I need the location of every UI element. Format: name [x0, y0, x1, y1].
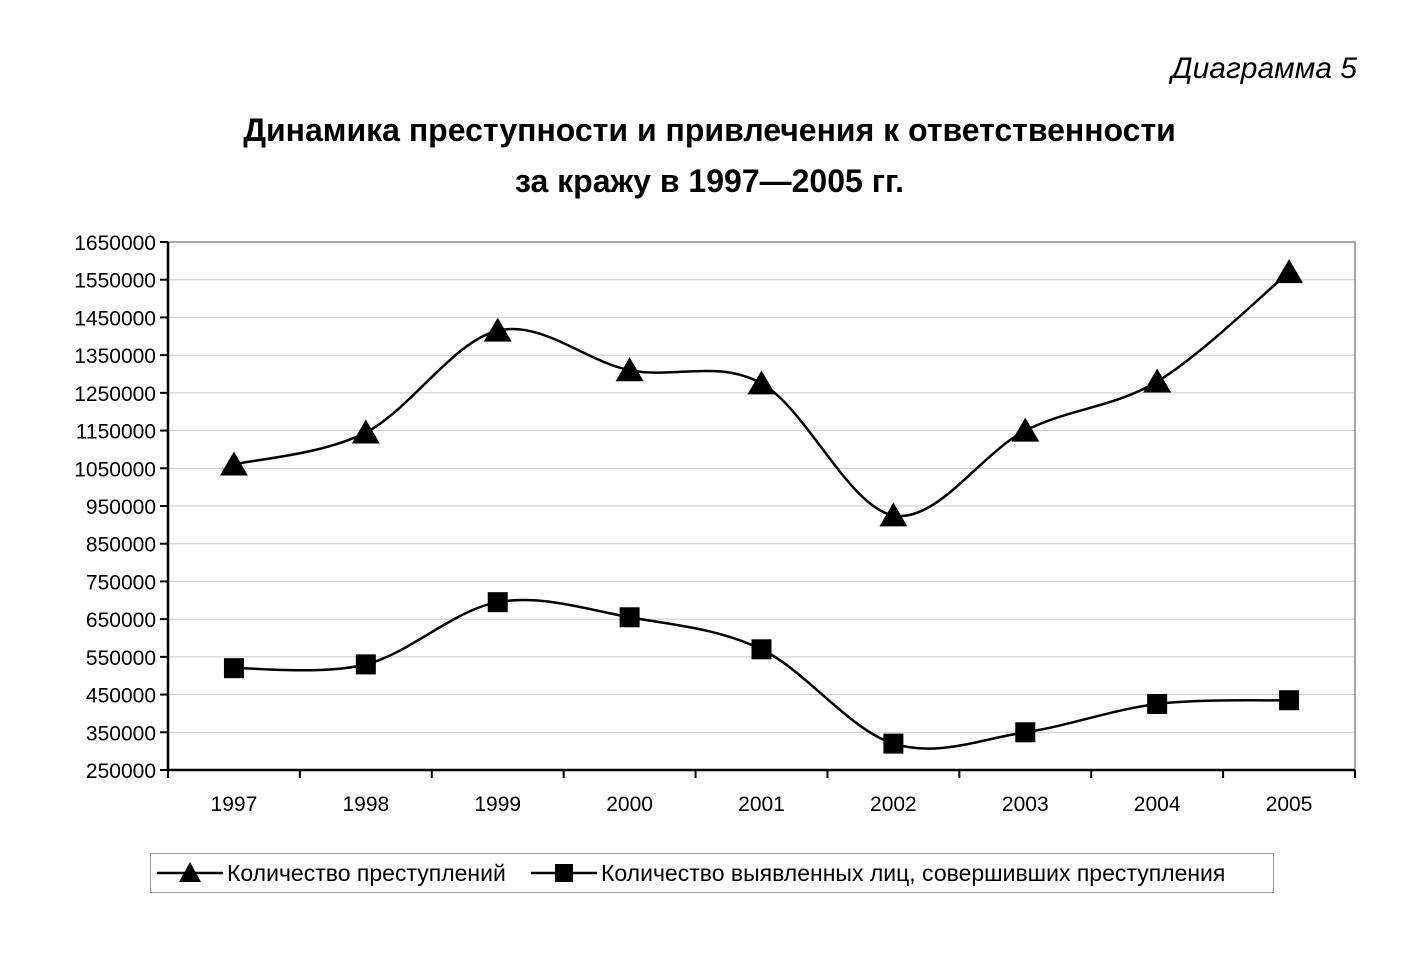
legend-label-persons: Количество выявленных лиц, совершивших п…	[601, 859, 1226, 886]
data-point-square	[355, 654, 376, 675]
data-point-square	[223, 658, 244, 679]
series-group	[219, 259, 1304, 754]
x-tick-label: 2004	[1134, 793, 1181, 816]
chart-title-line1: Динамика преступности и привлечения к от…	[243, 112, 1176, 148]
y-tick-label: 750000	[86, 571, 156, 594]
x-tick-label: 1997	[211, 793, 258, 816]
data-point-square	[619, 607, 640, 628]
y-axis: 250000 350000 450000 550000 650000 750000 8500…	[74, 232, 170, 783]
y-tick-label: 650000	[86, 609, 156, 632]
y-tick-label: 1350000	[74, 345, 156, 368]
x-tick-label: 1999	[474, 793, 521, 816]
legend-item-persons: Количество выявленных лиц, совершивших п…	[531, 854, 1225, 892]
data-point-triangle	[615, 357, 644, 382]
x-tick-label: 1998	[342, 793, 389, 816]
chart-title-line2: за кражу в 1997—2005 гг.	[514, 163, 905, 199]
series-line-2	[233, 598, 1290, 750]
data-point-triangle	[483, 317, 512, 342]
y-tick-label: 350000	[86, 722, 156, 745]
data-point-square	[1279, 690, 1300, 711]
data-point-square	[883, 733, 904, 754]
y-tick-label: 950000	[86, 496, 156, 519]
data-point-triangle	[219, 451, 248, 476]
data-point-square	[1147, 694, 1168, 714]
y-tick-label: 1250000	[74, 383, 156, 406]
x-tick-label: 2003	[1002, 793, 1049, 816]
x-tick-label: 2002	[870, 793, 917, 816]
x-tick-label: 2001	[738, 793, 785, 816]
y-tick-label: 1650000	[74, 232, 156, 255]
data-point-triangle	[351, 419, 380, 444]
data-point-triangle	[747, 370, 776, 395]
data-point-triangle	[879, 502, 908, 527]
y-tick-label: 1450000	[74, 307, 156, 330]
data-point-triangle	[1011, 417, 1040, 442]
data-point-square	[751, 639, 772, 660]
square-marker-icon	[531, 864, 597, 882]
x-axis: 1997 1998 1999 2000 2001 2002 2003 2004 2005	[167, 768, 1356, 816]
x-tick-label: 2005	[1266, 793, 1313, 816]
data-point-square	[1015, 722, 1036, 743]
y-tick-label: 1150000	[76, 421, 156, 444]
legend: Количество преступлений Количество выявл…	[150, 853, 1274, 893]
data-point-square	[487, 592, 508, 613]
y-tick-label: 550000	[86, 647, 156, 670]
x-tick-label: 2000	[606, 793, 653, 816]
triangle-marker-icon	[157, 862, 223, 882]
data-point-triangle	[1143, 368, 1172, 393]
y-tick-label: 1050000	[74, 458, 156, 481]
legend-label-crimes: Количество преступлений	[227, 859, 506, 886]
legend-item-crimes: Количество преступлений	[157, 854, 506, 892]
diagram-number: Диаграмма 5	[1171, 52, 1358, 85]
y-tick-label: 450000	[86, 685, 156, 708]
series-line-1	[233, 271, 1290, 518]
y-tick-label: 850000	[86, 534, 156, 557]
data-point-triangle	[1275, 259, 1304, 284]
y-tick-label: 250000	[86, 760, 156, 783]
y-tick-label: 1550000	[74, 270, 156, 293]
